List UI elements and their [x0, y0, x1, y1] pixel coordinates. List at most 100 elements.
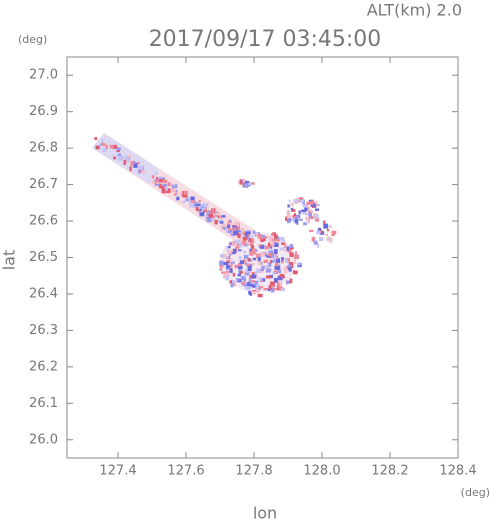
- echo-speck: [314, 217, 320, 222]
- echo-speck: [306, 201, 312, 206]
- echo-speck: [314, 208, 319, 211]
- echo-speck: [255, 232, 259, 236]
- echo-speck: [136, 161, 140, 165]
- echo-speck: [258, 244, 262, 247]
- echo-speck: [260, 252, 265, 257]
- echo-speck: [229, 258, 233, 261]
- echo-speck: [211, 215, 217, 218]
- echo-speck: [206, 217, 212, 223]
- echo-speck: [303, 222, 307, 226]
- echo-speck: [208, 213, 214, 218]
- y-tick-label: 26.8: [29, 141, 58, 156]
- echo-speck: [215, 212, 221, 216]
- echo-speck: [199, 211, 205, 217]
- echo-speck: [250, 262, 255, 267]
- y-tick-label: 27.0: [29, 68, 58, 83]
- echo-speck: [301, 209, 306, 213]
- echo-speck: [155, 176, 159, 180]
- echo-speck: [175, 191, 178, 194]
- echo-speck: [309, 210, 314, 213]
- echo-speck: [289, 246, 294, 250]
- echo-speck: [248, 241, 254, 246]
- echo-speck: [234, 264, 239, 269]
- echo-speck: [239, 260, 244, 265]
- echo-speck: [246, 286, 252, 290]
- echo-speck: [273, 270, 279, 274]
- echo-speck: [294, 254, 299, 259]
- echo-speck: [242, 236, 246, 242]
- echo-speck: [293, 200, 298, 203]
- echo-speck: [287, 204, 290, 208]
- echo-speck: [233, 230, 238, 235]
- echo-speck: [309, 229, 314, 232]
- echo-speck: [199, 207, 202, 212]
- echo-speck: [218, 219, 224, 223]
- echo-speck: [284, 258, 288, 263]
- echo-speck: [190, 200, 196, 203]
- echo-speck: [323, 220, 326, 224]
- echo-speck: [239, 181, 242, 185]
- echo-speck: [257, 234, 263, 239]
- echo-speck: [242, 284, 248, 287]
- echo-speck: [201, 208, 206, 211]
- echo-speck: [292, 270, 298, 275]
- echo-speck: [316, 203, 320, 206]
- echo-speck: [240, 276, 246, 281]
- echo-speck: [242, 259, 247, 264]
- echo-speck: [275, 258, 281, 264]
- echo-speck: [238, 262, 243, 266]
- echo-speck: [129, 166, 132, 172]
- echo-speck: [250, 235, 254, 239]
- echo-speck: [181, 201, 186, 204]
- echo-speck: [102, 148, 107, 152]
- echo-speck: [226, 262, 231, 268]
- y-axis-label: lat: [0, 250, 19, 271]
- echo-speck: [287, 264, 292, 268]
- echo-speck: [271, 233, 274, 237]
- echo-speck: [230, 268, 233, 274]
- echo-speck: [284, 248, 289, 253]
- echo-speck: [138, 169, 143, 172]
- echo-speck: [262, 278, 266, 282]
- echo-speck: [236, 226, 240, 232]
- echo-speck: [331, 230, 337, 235]
- echo-speck: [237, 233, 241, 239]
- echo-speck: [291, 215, 297, 218]
- echo-speck: [223, 261, 229, 266]
- echo-speck: [312, 200, 318, 204]
- echo-speck: [258, 277, 263, 282]
- echo-speck: [246, 282, 252, 286]
- echo-speck: [248, 290, 252, 295]
- echo-speck: [273, 278, 279, 283]
- chart-title: 2017/09/17 03:45:00: [149, 27, 382, 52]
- echo-speck: [226, 260, 230, 263]
- echo-speck: [255, 286, 259, 291]
- echo-speck: [248, 277, 251, 283]
- echo-speck: [124, 157, 130, 162]
- echo-speck: [270, 287, 275, 293]
- echo-speck: [285, 280, 290, 284]
- echo-speck: [247, 241, 251, 244]
- echo-speck: [219, 260, 224, 266]
- echo-speck: [244, 233, 248, 237]
- echo-speck: [261, 265, 266, 270]
- echo-speck: [162, 179, 166, 184]
- echo-speck: [141, 171, 146, 174]
- echo-speck: [275, 239, 280, 242]
- echo-speck: [247, 258, 251, 262]
- echo-speck: [264, 245, 269, 250]
- echo-speck: [243, 179, 246, 183]
- echo-speck: [249, 248, 254, 254]
- y-tick-label: 26.5: [29, 250, 58, 265]
- echo-speck: [239, 271, 243, 274]
- echo-speck: [165, 188, 171, 194]
- echo-speck: [260, 270, 265, 273]
- echo-speck: [248, 238, 252, 243]
- echo-speck: [246, 234, 251, 237]
- echo-speck: [229, 219, 232, 223]
- echo-speck: [274, 254, 277, 259]
- echo-speck: [300, 199, 305, 203]
- echo-speck: [188, 196, 191, 201]
- echo-speck: [252, 272, 256, 276]
- echo-speck: [161, 185, 166, 191]
